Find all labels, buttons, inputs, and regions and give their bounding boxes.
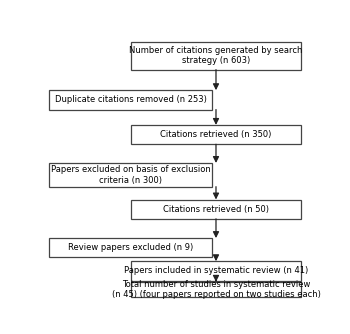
Text: Citations retrieved (n 50): Citations retrieved (n 50): [163, 205, 269, 214]
Bar: [131, 125, 301, 144]
Bar: [131, 199, 301, 219]
Text: Citations retrieved (n 350): Citations retrieved (n 350): [160, 130, 272, 139]
Bar: [49, 90, 212, 110]
Text: Papers excluded on basis of exclusion
criteria (n 300): Papers excluded on basis of exclusion cr…: [51, 165, 210, 185]
Text: Review papers excluded (n 9): Review papers excluded (n 9): [68, 243, 193, 252]
Bar: [131, 42, 301, 70]
Bar: [49, 238, 212, 258]
Text: Duplicate citations removed (n 253): Duplicate citations removed (n 253): [55, 96, 206, 104]
Text: Total number of studies in systematic review
(n 45) (four papers reported on two: Total number of studies in systematic re…: [112, 280, 321, 299]
Bar: [49, 163, 212, 187]
Bar: [131, 282, 301, 297]
Text: Number of citations generated by search
strategy (n 603): Number of citations generated by search …: [129, 46, 303, 65]
Bar: [131, 261, 301, 281]
Text: Papers included in systematic review (n 41): Papers included in systematic review (n …: [124, 267, 308, 276]
